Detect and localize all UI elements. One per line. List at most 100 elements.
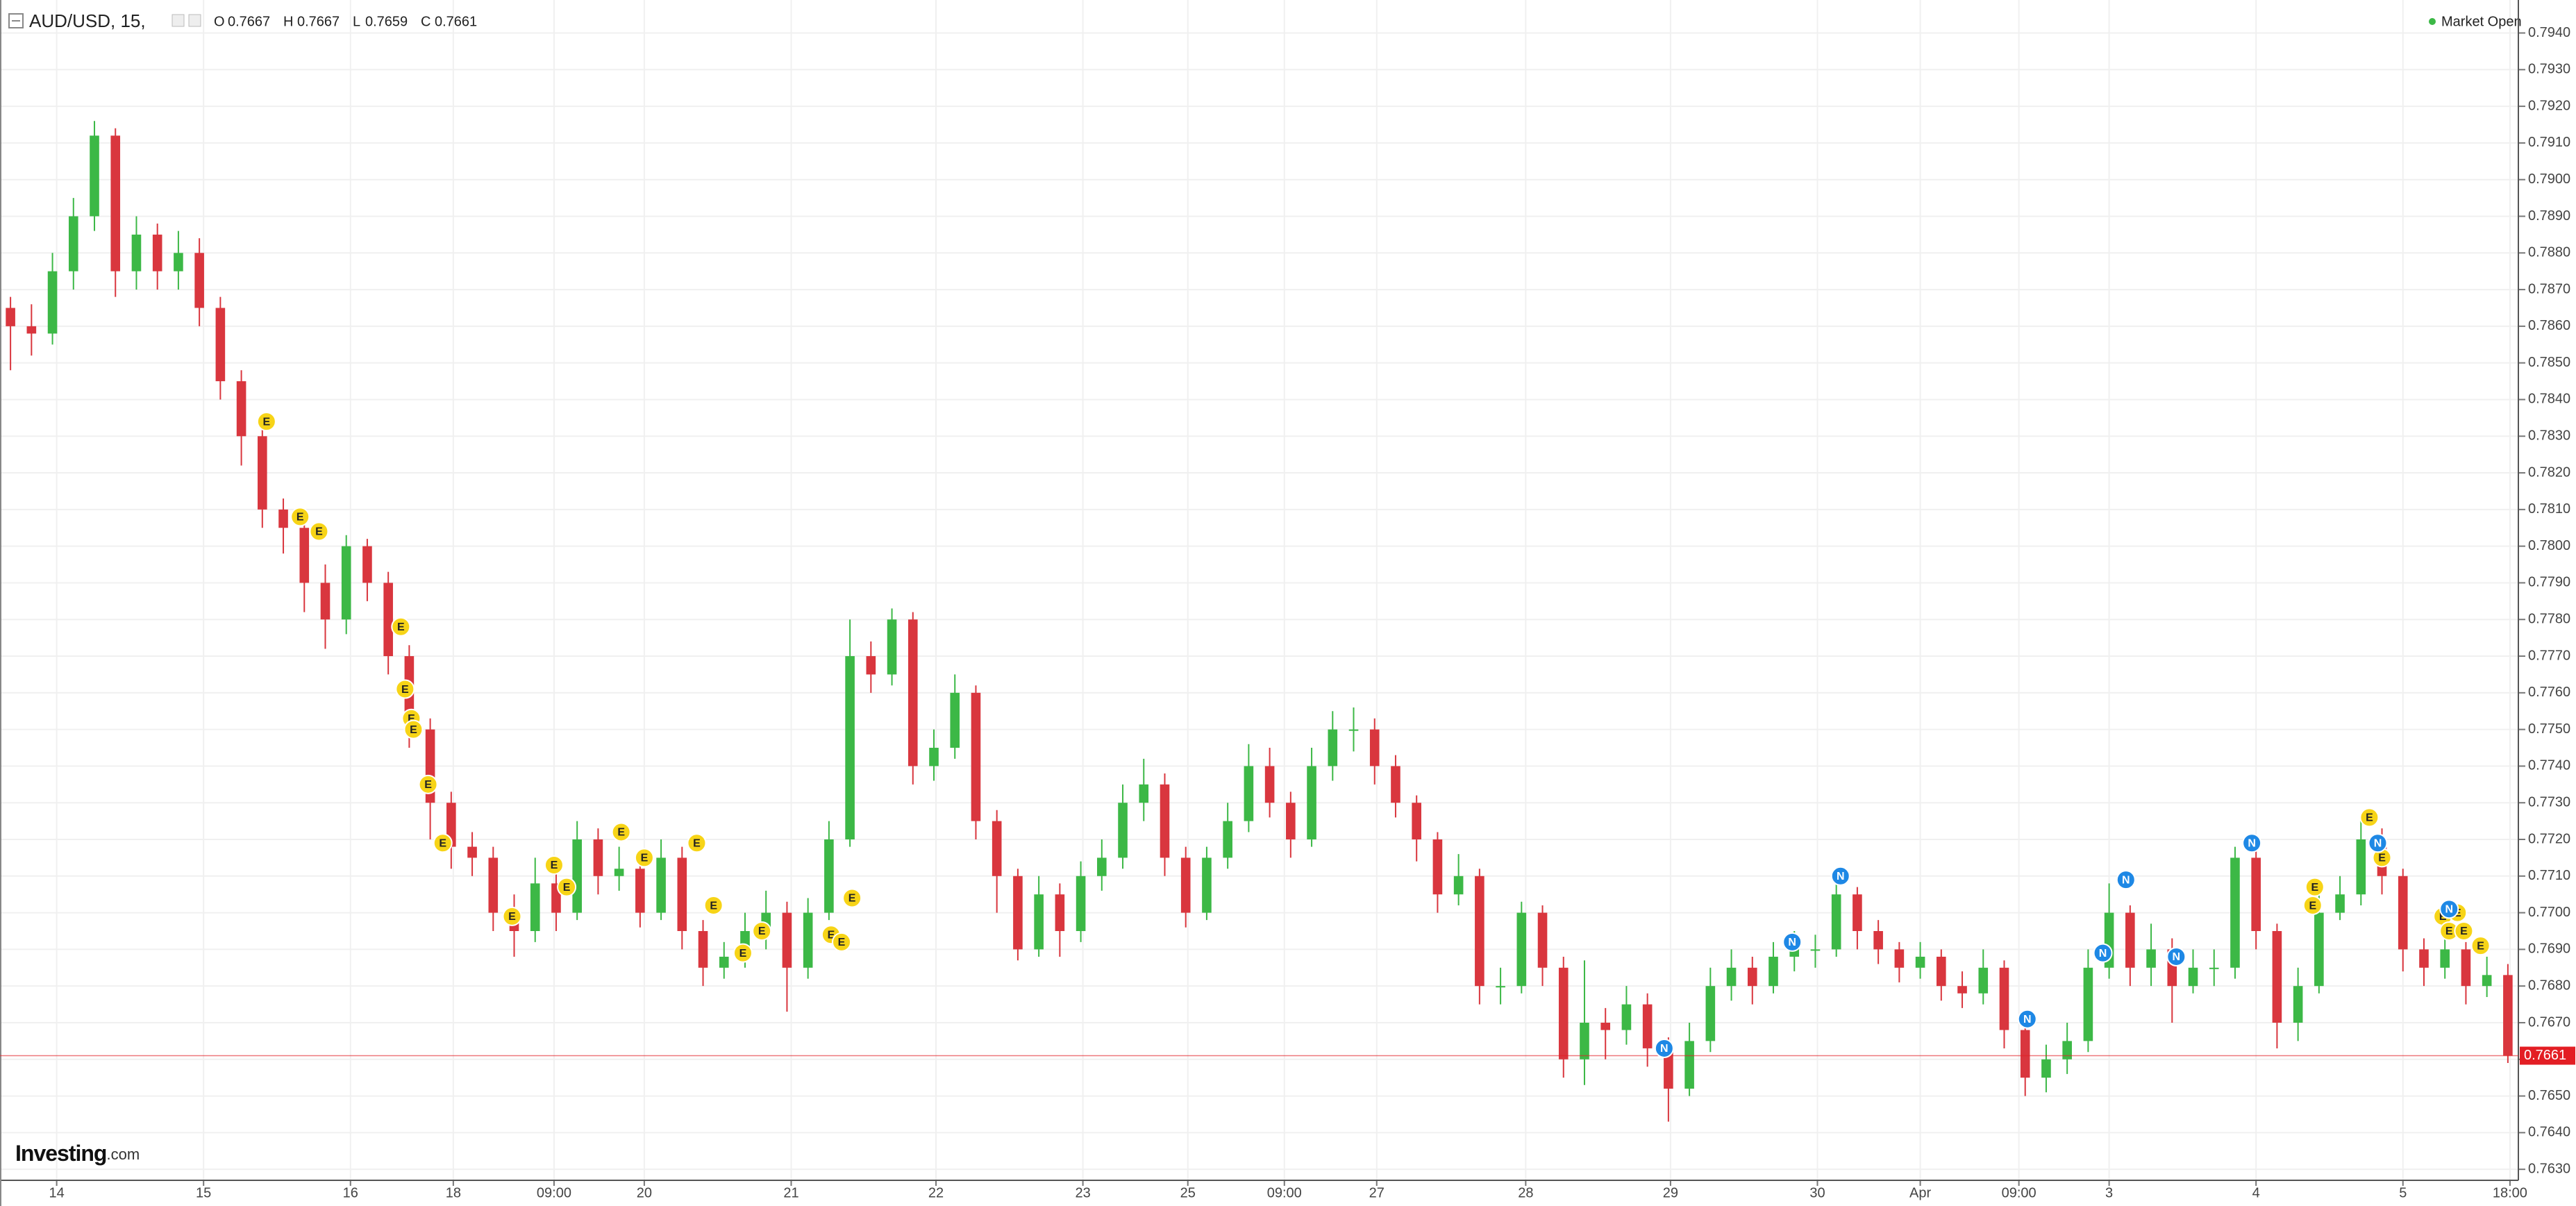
- event-marker[interactable]: [687, 833, 707, 853]
- x-tick-label: 21: [783, 1185, 798, 1200]
- x-tick-label: 18:00: [2493, 1185, 2527, 1200]
- candle-body: [1180, 857, 1191, 913]
- event-marker[interactable]: [418, 774, 438, 794]
- event-marker[interactable]: [502, 906, 522, 926]
- candle-body: [2419, 949, 2429, 968]
- event-marker[interactable]: [2017, 1009, 2037, 1029]
- candle-body: [2083, 967, 2093, 1041]
- event-marker[interactable]: [2302, 896, 2323, 916]
- candle-body: [1937, 956, 1946, 987]
- x-tick-label: 09:00: [1267, 1185, 1302, 1200]
- event-marker[interactable]: [256, 412, 276, 432]
- event-marker[interactable]: [2116, 870, 2136, 890]
- event-label: E: [2477, 940, 2484, 952]
- event-label: E: [710, 900, 717, 912]
- event-marker[interactable]: [557, 877, 577, 897]
- event-marker[interactable]: [733, 943, 753, 963]
- event-marker[interactable]: [2166, 946, 2186, 966]
- candle-body: [320, 583, 331, 620]
- settings-button[interactable]: [188, 14, 201, 27]
- event-marker[interactable]: [433, 833, 453, 853]
- candle-body: [2335, 894, 2345, 913]
- event-marker[interactable]: [544, 855, 564, 875]
- candle-body: [2272, 930, 2282, 1023]
- candle-body: [719, 956, 729, 968]
- event-label: E: [641, 853, 649, 864]
- event-label: E: [2460, 926, 2468, 937]
- event-marker[interactable]: [842, 888, 862, 908]
- candle-body: [2125, 912, 2135, 968]
- candle-body: [1432, 839, 1443, 895]
- candle-body: [341, 546, 351, 620]
- event-marker[interactable]: [2242, 833, 2262, 853]
- event-marker[interactable]: [395, 679, 415, 699]
- ohlc-value: 0.7661: [435, 14, 477, 29]
- candle-body: [1600, 1022, 1611, 1030]
- event-marker[interactable]: [2093, 943, 2113, 963]
- candle-body: [131, 234, 142, 271]
- candle-body: [1852, 894, 1862, 931]
- event-label: N: [2248, 838, 2256, 850]
- candle-body: [1705, 986, 1716, 1041]
- event-label: E: [397, 621, 405, 633]
- candle-body: [992, 821, 1002, 876]
- event-marker[interactable]: [2359, 807, 2380, 828]
- event-marker[interactable]: [1654, 1038, 1674, 1058]
- candle-body: [174, 253, 183, 271]
- event-marker[interactable]: [1782, 932, 1803, 952]
- event-marker[interactable]: [1830, 866, 1850, 886]
- event-label: E: [617, 827, 625, 839]
- candle-body: [2230, 857, 2240, 968]
- y-tick-label: 0.7690: [2528, 941, 2570, 957]
- candle-body: [1307, 766, 1316, 840]
- event-label: E: [408, 713, 415, 725]
- y-tick-label: 0.7840: [2528, 392, 2570, 407]
- candle-body: [1684, 1041, 1694, 1089]
- event-marker[interactable]: [2368, 833, 2388, 853]
- candle-body: [803, 912, 813, 968]
- collapse-button[interactable]: [8, 13, 24, 28]
- event-marker[interactable]: [832, 932, 852, 952]
- candle-body: [1664, 1048, 1673, 1089]
- candle-body: [26, 326, 37, 334]
- candle-body: [362, 546, 372, 583]
- candle-body: [887, 619, 897, 675]
- candle-body: [1747, 967, 1757, 987]
- event-label: N: [2023, 1014, 2032, 1025]
- event-marker[interactable]: [2439, 899, 2459, 919]
- candle-body: [1055, 894, 1065, 931]
- y-tick-label: 0.7730: [2528, 794, 2570, 810]
- y-tick-label: 0.7700: [2528, 905, 2570, 920]
- event-label: E: [828, 929, 835, 941]
- event-marker[interactable]: [2454, 921, 2474, 941]
- ohlc-value: 0.7667: [297, 14, 340, 29]
- candle-body: [110, 135, 121, 271]
- settings-button[interactable]: [172, 14, 185, 27]
- candle-body: [488, 857, 499, 913]
- y-tick-label: 0.7900: [2528, 171, 2570, 187]
- candle-body: [1369, 729, 1380, 767]
- y-tick-label: 0.7880: [2528, 245, 2570, 260]
- event-marker[interactable]: [290, 507, 310, 527]
- y-tick-label: 0.7800: [2528, 538, 2570, 553]
- event-marker[interactable]: [2470, 936, 2491, 956]
- x-tick-label: 27: [1369, 1185, 1385, 1200]
- event-marker[interactable]: [403, 719, 424, 739]
- event-marker[interactable]: [752, 921, 772, 941]
- event-marker[interactable]: [634, 848, 654, 868]
- x-tick-label: 28: [1518, 1185, 1533, 1200]
- y-tick-label: 0.7750: [2528, 721, 2570, 737]
- x-tick-label: 16: [343, 1185, 358, 1200]
- candle-body: [1202, 857, 1212, 913]
- candle-body: [1139, 784, 1149, 803]
- event-marker[interactable]: [391, 617, 411, 637]
- candle-body: [824, 839, 834, 913]
- event-marker[interactable]: [309, 521, 329, 542]
- event-marker[interactable]: [703, 896, 724, 916]
- y-tick-label: 0.7790: [2528, 575, 2570, 590]
- candle-body: [1810, 949, 1821, 951]
- event-marker[interactable]: [611, 822, 631, 842]
- brand-logo: Investing.com: [15, 1141, 140, 1166]
- status-dot: [2429, 18, 2436, 25]
- ohlc-header: O 0.7667 H 0.7667 L 0.7659 C 0.7661: [214, 14, 477, 29]
